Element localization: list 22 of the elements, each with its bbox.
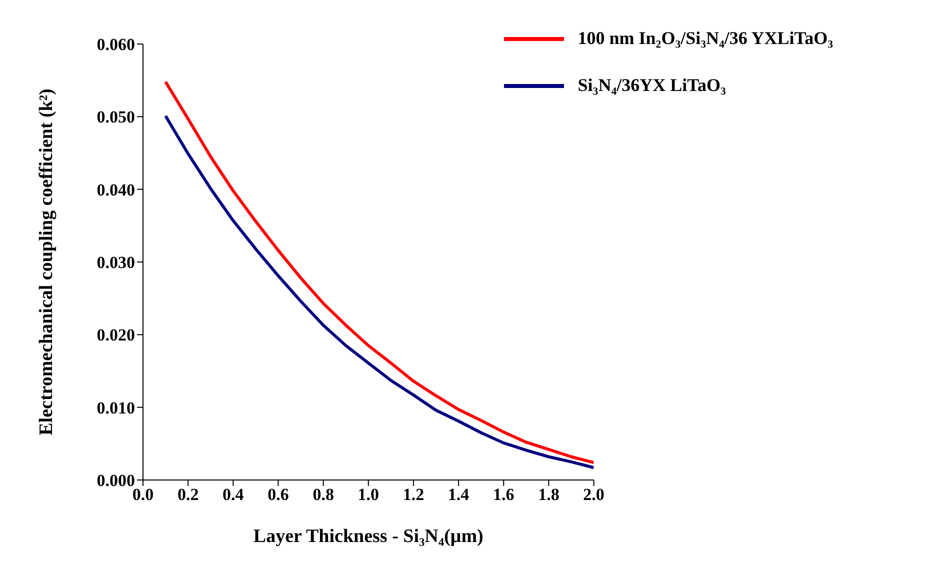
x-tick-label: 0.4 [222, 485, 244, 504]
legend-label: Si₃N₄/36YX LiTaO₃ [578, 75, 726, 96]
legend-label: 100 nm In₂O₃/Si₃N₄/36 YXLiTaO₃ [578, 28, 833, 49]
x-tick-label: 1.0 [358, 485, 380, 504]
x-tick-label: 2.0 [583, 485, 604, 504]
x-tick-label: 0.0 [132, 485, 154, 504]
y-tick-label: 0.040 [96, 180, 135, 200]
y-tick-label: 0.030 [96, 253, 135, 272]
x-tick-label: 1.2 [402, 485, 424, 504]
y-axis-title: Electromechanical coupling coefficient (k²) [36, 88, 57, 436]
y-tick-label: 0.000 [96, 471, 135, 490]
x-tick-label: 0.8 [312, 485, 334, 504]
x-tick-label: 0.2 [177, 485, 199, 504]
x-axis-title: Layer Thickness - Si₃N₄(μm) [253, 526, 484, 547]
x-tick-label: 1.8 [538, 485, 560, 504]
y-tick-label: 0.060 [96, 35, 135, 54]
y-tick-label: 0.020 [96, 326, 135, 345]
x-tick-label: 1.4 [448, 485, 470, 504]
x-tick-label: 0.6 [268, 485, 289, 504]
y-tick-label: 0.010 [96, 398, 135, 418]
x-tick-label: 1.6 [493, 485, 514, 504]
y-tick-label: 0.050 [96, 108, 135, 127]
